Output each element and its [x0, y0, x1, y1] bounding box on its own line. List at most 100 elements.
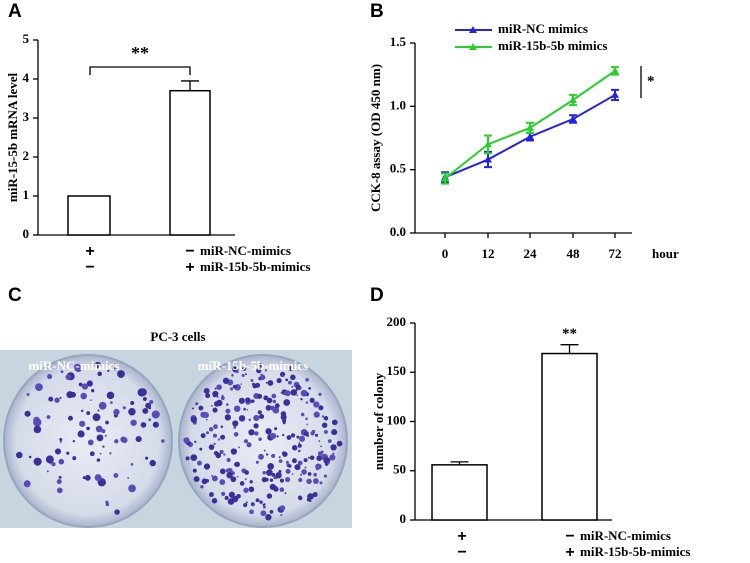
colony: [211, 475, 218, 482]
colony: [33, 418, 42, 427]
colony: [300, 389, 308, 397]
significance: **: [131, 43, 149, 63]
colony: [80, 409, 84, 413]
colony: [252, 383, 258, 389]
colony: [54, 397, 60, 403]
colony: [315, 467, 319, 471]
y-axis-label: number of colony: [371, 372, 386, 470]
colony: [280, 513, 283, 517]
colony: [265, 381, 268, 384]
colony: [318, 392, 322, 397]
colony: [265, 514, 272, 521]
colony: [226, 472, 233, 479]
colony: [192, 468, 197, 473]
marker: [569, 96, 577, 103]
colony: [51, 462, 56, 467]
colony: [95, 425, 103, 433]
colony: [298, 442, 301, 444]
colony: [288, 366, 294, 371]
colony: [26, 393, 30, 396]
colony: [215, 452, 222, 459]
colony: [313, 401, 320, 408]
colony: [89, 451, 95, 457]
colony: [213, 442, 216, 446]
colony: [260, 373, 263, 377]
colony: [232, 384, 237, 389]
colony: [265, 428, 272, 435]
colony: [263, 449, 266, 452]
colony: [282, 451, 286, 456]
colony: [312, 492, 318, 498]
legend-marker: [469, 43, 477, 50]
colony: [311, 429, 316, 434]
colony: [336, 440, 343, 447]
colony: [240, 383, 243, 385]
colony: [102, 445, 105, 448]
colony: [195, 402, 199, 406]
marker: [526, 132, 534, 140]
colony: [67, 415, 73, 421]
colony: [120, 436, 127, 443]
colony: [114, 509, 120, 515]
colony: [94, 474, 102, 482]
legend-marker: [469, 26, 477, 33]
colony: [135, 435, 142, 443]
colony: [149, 459, 156, 467]
colony: [92, 413, 101, 422]
plate-label: miR-15b-5b-mimics: [198, 358, 309, 373]
condition-sign: +: [457, 528, 466, 545]
condition-sign: −: [185, 243, 194, 260]
colony: [249, 480, 253, 484]
colony: [194, 440, 197, 443]
bar: [67, 195, 111, 236]
marker: [441, 174, 449, 182]
colony: [216, 396, 219, 398]
colony: [122, 406, 126, 410]
colony: [317, 451, 323, 456]
colony: [47, 374, 53, 380]
colony: [304, 466, 307, 469]
error-bar: [560, 344, 579, 354]
colony: [258, 453, 264, 460]
marker: [484, 140, 492, 148]
condition-label: miR-NC-mimics: [580, 528, 671, 543]
colony: [329, 454, 336, 461]
colony: [259, 500, 263, 504]
colony: [87, 439, 94, 446]
colony: [16, 451, 23, 459]
colony: [285, 460, 289, 464]
colony: [297, 449, 301, 453]
colony: [217, 438, 221, 441]
colony: [318, 440, 321, 442]
colony: [140, 422, 147, 428]
colony: [23, 480, 31, 488]
colony: [211, 498, 218, 504]
colony: [285, 468, 291, 474]
colony: [323, 429, 328, 434]
colony: [291, 385, 294, 388]
colony: [56, 479, 62, 485]
colony: [233, 432, 239, 437]
condition-sign: +: [565, 544, 574, 561]
colony: [303, 431, 309, 437]
panel-letter: D: [370, 285, 384, 306]
colony: [295, 384, 301, 390]
colony: [211, 474, 213, 477]
colony: [105, 500, 109, 504]
colony: [296, 435, 300, 439]
colony: [230, 476, 237, 483]
colony: [331, 419, 338, 426]
error-bar: [181, 80, 199, 91]
colony: [114, 439, 119, 444]
colony: [290, 374, 296, 381]
colony: [105, 420, 109, 425]
colony: [130, 463, 134, 466]
colony: [77, 430, 85, 438]
colony: [255, 460, 259, 464]
colony: [272, 399, 277, 404]
colony: [307, 493, 314, 500]
colony: [283, 399, 291, 406]
colony: [86, 411, 91, 416]
colony: [248, 486, 255, 493]
plate-label: miR-NC-mimics: [29, 358, 120, 373]
